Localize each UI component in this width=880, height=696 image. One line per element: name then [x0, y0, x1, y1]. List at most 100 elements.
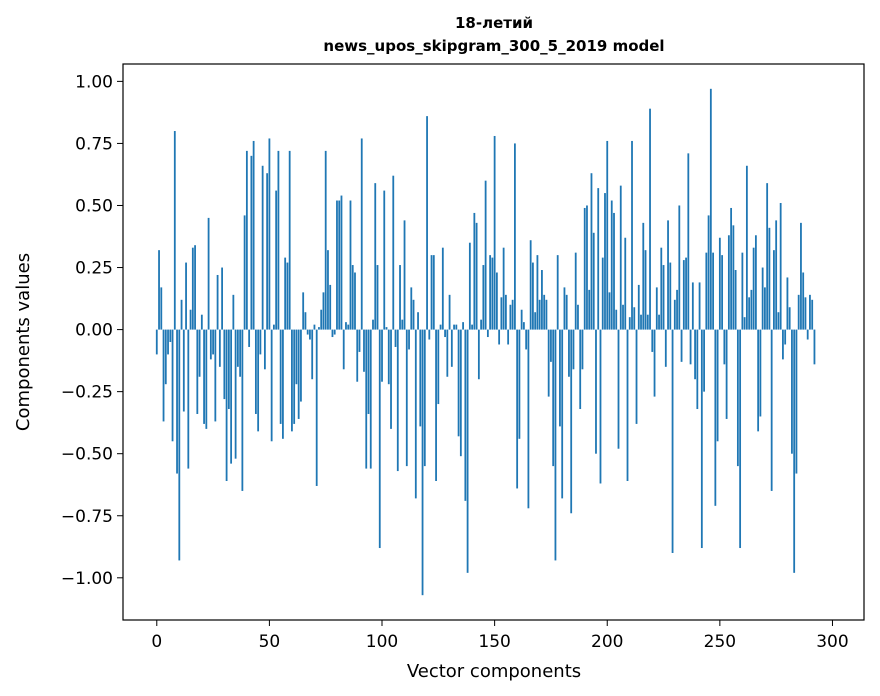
bar: [752, 247, 755, 330]
x-tick-label: 100: [366, 632, 398, 652]
bar: [649, 108, 651, 330]
bar: [716, 329, 719, 442]
bar: [399, 265, 401, 330]
bar: [570, 329, 573, 514]
bar: [797, 294, 800, 330]
bar: [403, 220, 406, 330]
bar: [180, 299, 183, 330]
bar: [453, 324, 455, 330]
bar: [315, 329, 318, 486]
bar: [664, 329, 667, 367]
bar: [565, 294, 568, 330]
bar: [203, 329, 205, 424]
bar: [696, 329, 699, 410]
bar: [232, 294, 235, 330]
bar: [775, 220, 778, 330]
bar: [615, 309, 618, 330]
bar: [538, 299, 541, 330]
bar: [426, 116, 428, 330]
bar: [707, 215, 710, 330]
x-axis-ticks: 0 50 100 150 200 250 300: [151, 620, 849, 652]
bar: [423, 329, 426, 467]
bar: [673, 299, 676, 330]
bar: [773, 250, 775, 330]
bar: [167, 329, 169, 355]
bar: [417, 312, 419, 330]
bar: [345, 322, 347, 330]
bar: [628, 317, 631, 330]
bar: [556, 255, 559, 330]
bar: [333, 329, 336, 335]
bar: [691, 282, 694, 330]
bar: [462, 322, 464, 330]
bar: [239, 329, 242, 377]
bar: [734, 270, 737, 330]
bar: [381, 329, 383, 382]
bar: [322, 292, 325, 330]
bar: [356, 329, 359, 382]
bar: [347, 324, 350, 330]
bar: [725, 329, 728, 419]
y-axis-label: Components values: [13, 253, 34, 431]
bar: [200, 314, 203, 330]
bar: [313, 324, 316, 330]
bar: [592, 232, 595, 330]
bar: [568, 329, 570, 377]
bar: [354, 272, 356, 330]
bar: [703, 329, 705, 392]
bar: [374, 183, 377, 330]
bar: [714, 329, 717, 506]
bar: [439, 324, 442, 330]
bar: [205, 329, 208, 429]
bar: [432, 255, 435, 330]
bar: [626, 329, 629, 481]
bar: [748, 297, 751, 330]
bar: [491, 257, 494, 330]
bar: [613, 212, 615, 330]
bar: [653, 329, 656, 397]
bar: [561, 329, 564, 499]
bar: [777, 312, 780, 330]
bar: [254, 329, 257, 414]
bar: [198, 329, 201, 377]
plot-frame: [122, 63, 865, 621]
bar: [622, 304, 624, 330]
bar: [182, 329, 185, 412]
bar: [257, 329, 260, 432]
bar: [754, 235, 757, 330]
bar: [304, 312, 307, 330]
bar: [732, 225, 735, 330]
bar: [428, 329, 431, 340]
bar: [599, 329, 602, 484]
bar: [727, 235, 730, 330]
bar: [518, 329, 521, 439]
bar: [293, 329, 296, 424]
bar: [502, 247, 505, 330]
bar: [250, 155, 253, 330]
bar: [795, 329, 798, 474]
bar: [552, 329, 555, 467]
bar: [520, 309, 523, 330]
bar: [532, 262, 534, 330]
bar: [459, 329, 462, 457]
bar: [574, 252, 577, 330]
bar: [185, 262, 187, 330]
bar: [759, 329, 762, 417]
bar: [619, 185, 622, 330]
bar: [363, 329, 365, 372]
bar: [802, 272, 805, 330]
y-tick-label: −0.75: [61, 507, 113, 527]
bar: [408, 329, 410, 350]
bar: [419, 329, 422, 427]
bar: [757, 329, 760, 432]
bar: [446, 329, 449, 377]
bar: [288, 150, 291, 330]
bar: [162, 329, 165, 422]
bar: [444, 329, 446, 338]
bar: [329, 284, 332, 330]
bar: [545, 299, 548, 330]
bar: [358, 329, 361, 352]
bar: [498, 329, 501, 345]
bar: [547, 329, 550, 397]
